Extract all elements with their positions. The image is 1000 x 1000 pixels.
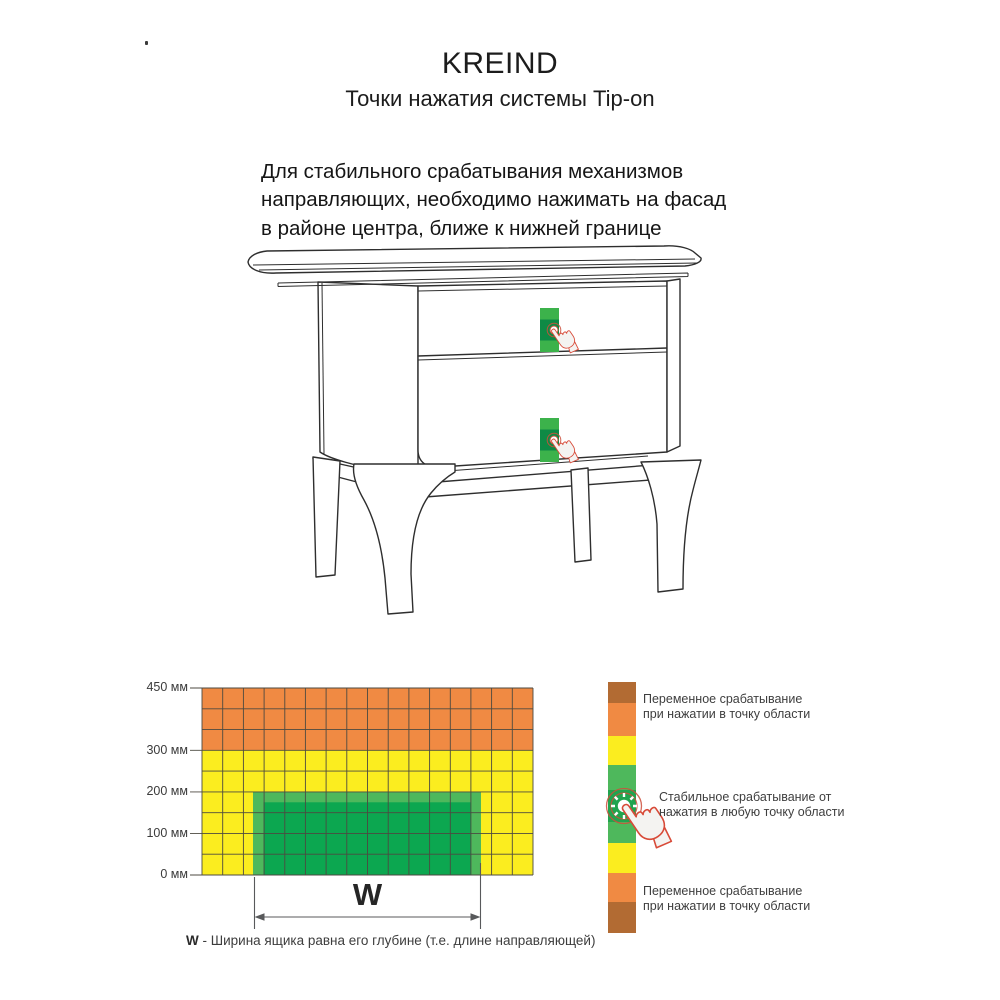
width-label: W bbox=[352, 877, 383, 912]
intro-line: направляющих, необходимо нажимать на фас… bbox=[261, 188, 727, 211]
legs bbox=[312, 456, 702, 615]
intro-text: Для стабильного срабатывания механизмов н… bbox=[261, 158, 726, 244]
cabinet-right-edge bbox=[666, 278, 681, 453]
back-left-leg bbox=[312, 456, 341, 578]
press-point-bottom bbox=[540, 418, 582, 467]
legend-line: Переменное срабатывание bbox=[643, 884, 803, 898]
page-title: KREIND bbox=[441, 47, 559, 80]
front-right-leg bbox=[640, 459, 702, 593]
axis-ticks bbox=[190, 687, 202, 876]
pressure-grid bbox=[190, 687, 534, 876]
press-point-top bbox=[540, 308, 582, 357]
intro-line: Для стабильного срабатывания механизмов bbox=[261, 159, 684, 183]
legend-touch-icon bbox=[605, 787, 677, 855]
tabletop bbox=[247, 245, 702, 274]
caption-w: W bbox=[186, 933, 199, 948]
width-dimension bbox=[253, 863, 482, 929]
legend-line: нажатия в любую точку области bbox=[659, 805, 845, 819]
diagram-caption: W - Ширина ящика равна его глубине (т.е.… bbox=[186, 933, 595, 948]
stray-mark bbox=[145, 41, 148, 45]
legend-line: Переменное срабатывание bbox=[643, 692, 803, 706]
cabinet-side-panel bbox=[317, 281, 419, 472]
intro-line: в районе центра, ближе к нижней границе bbox=[261, 216, 662, 240]
axis-label-300: 300 мм bbox=[146, 743, 188, 757]
furniture-illustration bbox=[247, 245, 702, 615]
front-left-leg bbox=[352, 463, 456, 615]
axis-label-450: 450 мм bbox=[146, 680, 188, 694]
axis-label-100: 100 мм bbox=[146, 826, 188, 840]
axis-label-0: 0 мм bbox=[160, 867, 188, 881]
legend-item-variable-top: Переменное срабатывание при нажатии в то… bbox=[643, 692, 810, 722]
legend-line: при нажатии в точку области bbox=[643, 899, 811, 913]
legend-item-variable-bottom: Переменное срабатывание при нажатии в то… bbox=[643, 884, 810, 914]
back-right-leg bbox=[570, 467, 592, 563]
page-subtitle: Точки нажатия системы Tip-on bbox=[345, 86, 655, 111]
legend-line: Стабильное срабатывание от bbox=[659, 790, 832, 804]
caption-text: - Ширина ящика равна его глубине (т.е. д… bbox=[198, 933, 596, 948]
legend-item-stable: Стабильное срабатывание от нажатия в люб… bbox=[659, 790, 844, 820]
axis-label-200: 200 мм bbox=[146, 784, 188, 798]
legend-line: при нажатии в точку области bbox=[643, 707, 811, 721]
